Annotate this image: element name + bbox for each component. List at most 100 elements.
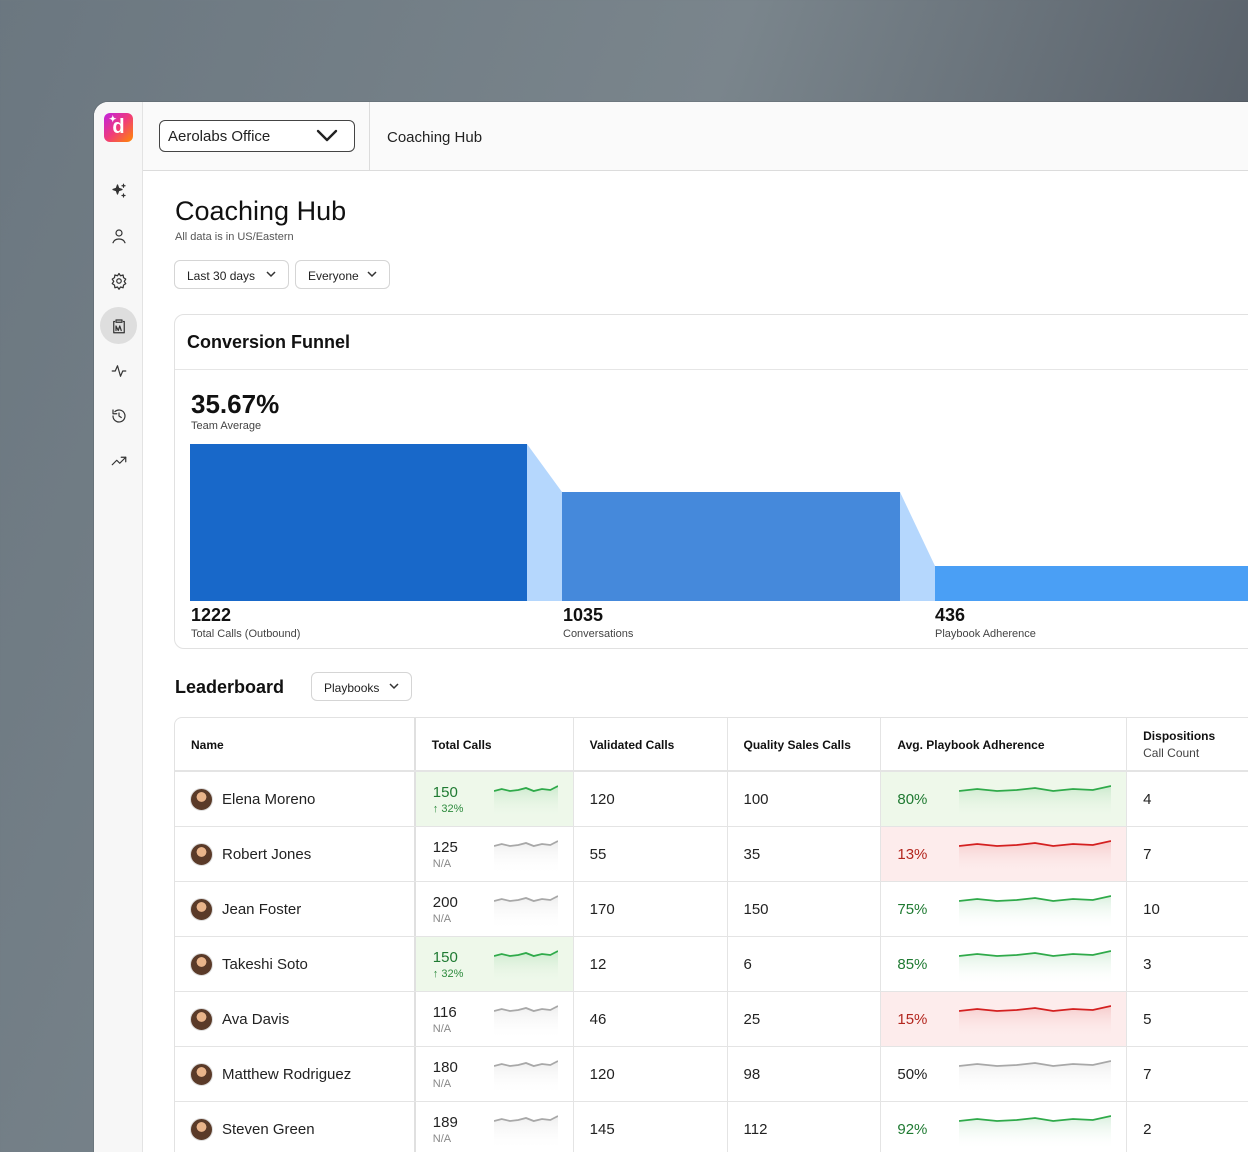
- name-cell[interactable]: Ava Davis: [175, 992, 416, 1046]
- team-average-label: Team Average: [191, 420, 262, 432]
- adherence-value: 75%: [897, 901, 928, 918]
- sparkline-line: [493, 1005, 558, 1012]
- column-header-adherence[interactable]: Avg. Playbook Adherence: [881, 718, 1128, 770]
- adherence-cell: 92%: [881, 1102, 1128, 1152]
- sparkline-line: [493, 840, 558, 847]
- date-range-filter[interactable]: Last 30 days: [174, 260, 289, 289]
- history-icon[interactable]: [100, 397, 137, 434]
- total-calls-value: 125: [432, 839, 458, 856]
- total-calls-sparkline: [493, 1115, 558, 1150]
- dispositions-value: 3: [1143, 956, 1152, 973]
- total-calls-cell: 150 ↑ 32%: [415, 937, 574, 991]
- name-cell[interactable]: Takeshi Soto: [175, 937, 416, 991]
- dispositions-cell: 2: [1127, 1102, 1248, 1152]
- topbar-divider: [369, 102, 370, 171]
- sparkline-line: [493, 785, 558, 792]
- name-cell[interactable]: Robert Jones: [175, 827, 416, 881]
- table-row[interactable]: Steven Green 189 N/A 145 112 92% 2: [175, 1102, 1248, 1152]
- validated-calls-cell: 120: [574, 1047, 728, 1101]
- total-calls-sparkline: [493, 840, 558, 875]
- column-header-total-calls[interactable]: Total Calls: [416, 718, 574, 770]
- funnel-connector-1: [527, 444, 562, 601]
- rep-name[interactable]: Robert Jones: [222, 846, 312, 863]
- chevron-down-icon: [367, 271, 377, 278]
- activity-icon[interactable]: [100, 352, 137, 389]
- adherence-value: 50%: [897, 1066, 928, 1083]
- table-row[interactable]: Jean Foster 200 N/A 170 150 75% 10: [175, 882, 1248, 937]
- adherence-value: 80%: [897, 791, 928, 808]
- funnel-connector-2: [900, 492, 935, 601]
- rep-name[interactable]: Steven Green: [222, 1121, 315, 1138]
- table-row[interactable]: Robert Jones 125 N/A 55 35 13% 7: [175, 827, 1248, 882]
- date-range-label: Last 30 days: [187, 269, 256, 283]
- table-header-row: Name Total Calls Validated Calls Quality…: [175, 718, 1248, 772]
- user-icon[interactable]: [100, 217, 137, 254]
- stage-label: Conversations: [563, 628, 634, 640]
- total-calls-value: 200: [432, 894, 458, 911]
- funnel-bar-total-calls[interactable]: [190, 444, 527, 601]
- rep-name[interactable]: Takeshi Soto: [222, 956, 308, 973]
- table-row[interactable]: Matthew Rodriguez 180 N/A 120 98 50% 7: [175, 1047, 1248, 1102]
- dispositions-value: 7: [1143, 1066, 1152, 1083]
- people-filter[interactable]: Everyone: [295, 260, 390, 289]
- column-header-name[interactable]: Name: [175, 718, 416, 770]
- quality-sales-calls-cell: 6: [728, 937, 882, 991]
- total-calls-change: N/A: [432, 913, 452, 925]
- validated-calls-value: 12: [589, 956, 607, 973]
- total-calls-change: N/A: [432, 1133, 452, 1145]
- validated-calls-cell: 46: [574, 992, 728, 1046]
- org-select[interactable]: Aerolabs Office: [159, 120, 355, 152]
- leaderboard-table: Name Total Calls Validated Calls Quality…: [174, 717, 1248, 1152]
- leaderboard-filter[interactable]: Playbooks: [311, 672, 412, 701]
- column-header-quality-sales-calls[interactable]: Quality Sales Calls: [728, 718, 882, 770]
- column-header-validated-calls[interactable]: Validated Calls: [574, 718, 728, 770]
- avatar: [190, 788, 213, 811]
- dispositions-cell: 7: [1127, 1047, 1248, 1101]
- table-row[interactable]: Takeshi Soto 150 ↑ 32% 12 6 85% 3: [175, 937, 1248, 992]
- stage-value: 1222: [191, 605, 232, 625]
- app-logo[interactable]: ✦ d: [104, 113, 133, 142]
- nav-rail: ✦ d: [94, 102, 143, 1152]
- validated-calls-cell: 55: [574, 827, 728, 881]
- name-cell[interactable]: Steven Green: [175, 1102, 416, 1152]
- adherence-value: 13%: [897, 846, 928, 863]
- validated-calls-cell: 120: [574, 772, 728, 826]
- sparkline-area: [493, 786, 558, 820]
- table-row[interactable]: Ava Davis 116 N/A 46 25 15% 5: [175, 992, 1248, 1047]
- team-average-value: 35.67%: [191, 389, 280, 419]
- name-cell[interactable]: Matthew Rodriguez: [175, 1047, 416, 1101]
- total-calls-cell: 150 ↑ 32%: [415, 772, 574, 826]
- rep-name[interactable]: Matthew Rodriguez: [222, 1066, 352, 1083]
- coaching-icon[interactable]: [100, 307, 137, 344]
- sparkles-icon[interactable]: [100, 172, 137, 209]
- stage-value: 1035: [563, 605, 604, 625]
- total-calls-value: 150: [432, 949, 458, 966]
- rep-name[interactable]: Jean Foster: [222, 901, 302, 918]
- adherence-cell: 85%: [881, 937, 1128, 991]
- settings-icon[interactable]: [100, 262, 137, 299]
- rep-name[interactable]: Elena Moreno: [222, 791, 316, 808]
- total-calls-value: 116: [432, 1004, 457, 1021]
- validated-calls-value: 145: [589, 1121, 615, 1138]
- sparkline-line: [493, 895, 558, 902]
- sparkline-area: [493, 896, 558, 930]
- funnel-bar-playbook-adherence[interactable]: [935, 566, 1248, 601]
- quality-sales-calls-value: 112: [743, 1121, 768, 1138]
- validated-calls-value: 120: [589, 1066, 615, 1083]
- total-calls-sparkline: [493, 950, 558, 985]
- sparkline-line: [959, 895, 1112, 902]
- top-bar: Aerolabs Office Coaching Hub: [143, 102, 1248, 171]
- funnel-bar-conversations[interactable]: [562, 492, 900, 601]
- total-calls-change: N/A: [432, 1023, 452, 1035]
- column-header-dispositions[interactable]: Dispositions Call Count: [1143, 729, 1216, 760]
- chevron-down-icon: [266, 271, 276, 278]
- name-cell[interactable]: Jean Foster: [175, 882, 416, 936]
- rep-name[interactable]: Ava Davis: [222, 1011, 290, 1028]
- table-row[interactable]: Elena Moreno 150 ↑ 32% 120 100 80% 4: [175, 772, 1248, 827]
- name-cell[interactable]: Elena Moreno: [175, 772, 416, 826]
- sparkline-line: [959, 1115, 1112, 1122]
- trending-icon[interactable]: [100, 442, 137, 479]
- main-content: Coaching Hub All data is in US/Eastern L…: [143, 172, 1248, 1152]
- adherence-value: 92%: [897, 1121, 928, 1138]
- funnel-chart: [190, 444, 1248, 601]
